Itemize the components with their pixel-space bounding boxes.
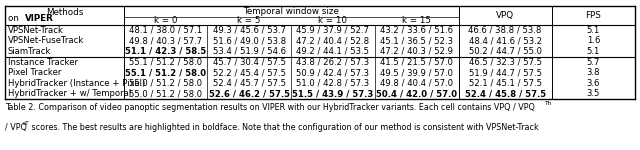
Text: Temporal window size: Temporal window size bbox=[243, 7, 339, 16]
Text: 45.1 / 36.5 / 52.3: 45.1 / 36.5 / 52.3 bbox=[380, 36, 453, 45]
Text: 51.5 / 43.9 / 57.3: 51.5 / 43.9 / 57.3 bbox=[292, 89, 374, 98]
Text: 45.7 / 30.4 / 57.5: 45.7 / 30.4 / 57.5 bbox=[212, 58, 285, 67]
Text: Instance Tracker: Instance Tracker bbox=[8, 58, 77, 67]
Text: sT: sT bbox=[23, 121, 29, 126]
Text: 51.1 / 42.3 / 58.5: 51.1 / 42.3 / 58.5 bbox=[125, 47, 206, 56]
Text: / VPQ: / VPQ bbox=[5, 123, 27, 132]
Text: 52.1 / 45.1 / 57.5: 52.1 / 45.1 / 57.5 bbox=[468, 79, 541, 88]
Text: 43.2 / 33.6 / 51.6: 43.2 / 33.6 / 51.6 bbox=[380, 26, 453, 35]
Text: 49.2 / 44.1 / 53.5: 49.2 / 44.1 / 53.5 bbox=[296, 47, 369, 56]
Text: 49.5 / 39.9 / 57.0: 49.5 / 39.9 / 57.0 bbox=[380, 68, 453, 77]
Text: 43.8 / 26.2 / 57.3: 43.8 / 26.2 / 57.3 bbox=[296, 58, 369, 67]
Text: 51.6 / 49.0 / 53.8: 51.6 / 49.0 / 53.8 bbox=[212, 36, 285, 45]
Text: 5.7: 5.7 bbox=[587, 58, 600, 67]
Text: Th: Th bbox=[543, 100, 551, 106]
Text: 51.0 / 42.8 / 57.3: 51.0 / 42.8 / 57.3 bbox=[296, 79, 369, 88]
Text: SiamTrack: SiamTrack bbox=[8, 47, 51, 56]
Text: 49.8 / 40.3 / 57.7: 49.8 / 40.3 / 57.7 bbox=[129, 36, 202, 45]
Text: 51.9 / 44.7 / 57.5: 51.9 / 44.7 / 57.5 bbox=[468, 68, 541, 77]
Text: 47.2 / 40.3 / 52.9: 47.2 / 40.3 / 52.9 bbox=[380, 47, 453, 56]
Text: 49.8 / 40.4 / 57.0: 49.8 / 40.4 / 57.0 bbox=[380, 79, 453, 88]
Text: 3.5: 3.5 bbox=[587, 89, 600, 98]
Text: 48.4 / 41.6 / 53.2: 48.4 / 41.6 / 53.2 bbox=[468, 36, 541, 45]
Text: 55.1 / 51.2 / 58.0: 55.1 / 51.2 / 58.0 bbox=[129, 58, 202, 67]
Text: Pixel Tracker: Pixel Tracker bbox=[8, 68, 61, 77]
Text: 50.2 / 44.7 / 55.0: 50.2 / 44.7 / 55.0 bbox=[468, 47, 541, 56]
Text: 46.6 / 38.8 / 53.8: 46.6 / 38.8 / 53.8 bbox=[468, 26, 542, 35]
Text: 55.1 / 51.2 / 58.0: 55.1 / 51.2 / 58.0 bbox=[125, 68, 206, 77]
Text: HybridTracker + w/ Temporal: HybridTracker + w/ Temporal bbox=[8, 89, 131, 98]
Text: 52.4 / 45.8 / 57.5: 52.4 / 45.8 / 57.5 bbox=[465, 89, 546, 98]
Text: 50.4 / 42.0 / 57.0: 50.4 / 42.0 / 57.0 bbox=[376, 89, 457, 98]
Text: Table 2. Comparison of video panoptic segmentation results on VIPER with our Hyb: Table 2. Comparison of video panoptic se… bbox=[5, 103, 535, 112]
Text: 46.5 / 32.3 / 57.5: 46.5 / 32.3 / 57.5 bbox=[468, 58, 541, 67]
Text: k = 15: k = 15 bbox=[402, 16, 431, 26]
Text: FPS: FPS bbox=[586, 11, 601, 20]
Text: scores. The best results are highlighted in boldface. Note that the configuratio: scores. The best results are highlighted… bbox=[29, 123, 539, 132]
Text: 3.8: 3.8 bbox=[587, 68, 600, 77]
Text: 52.6 / 46.2 / 57.5: 52.6 / 46.2 / 57.5 bbox=[209, 89, 290, 98]
Text: VPQ: VPQ bbox=[496, 11, 514, 20]
Text: 3.6: 3.6 bbox=[587, 79, 600, 88]
Text: HybridTracker (Instance + Pixel): HybridTracker (Instance + Pixel) bbox=[8, 79, 145, 88]
Text: k = 10: k = 10 bbox=[319, 16, 348, 26]
Text: 49.3 / 45.6 / 53.7: 49.3 / 45.6 / 53.7 bbox=[212, 26, 285, 35]
Text: k = 5: k = 5 bbox=[237, 16, 261, 26]
Text: 5.1: 5.1 bbox=[587, 47, 600, 56]
Text: VPSNet-FuseTrack: VPSNet-FuseTrack bbox=[8, 36, 84, 45]
Text: k = 0: k = 0 bbox=[154, 16, 177, 26]
Text: 55.0 / 51.2 / 58.0: 55.0 / 51.2 / 58.0 bbox=[129, 79, 202, 88]
Text: 1.6: 1.6 bbox=[587, 36, 600, 45]
Text: VIPER: VIPER bbox=[25, 14, 54, 23]
Text: 5.1: 5.1 bbox=[587, 26, 600, 35]
Text: 53.4 / 51.9 / 54.6: 53.4 / 51.9 / 54.6 bbox=[212, 47, 285, 56]
Text: 41.5 / 21.5 / 57.0: 41.5 / 21.5 / 57.0 bbox=[380, 58, 453, 67]
Text: 45.9 / 37.9 / 52.7: 45.9 / 37.9 / 52.7 bbox=[296, 26, 369, 35]
Text: 55.0 / 51.2 / 58.0: 55.0 / 51.2 / 58.0 bbox=[129, 89, 202, 98]
Text: 52.4 / 45.7 / 57.5: 52.4 / 45.7 / 57.5 bbox=[212, 79, 285, 88]
Text: 52.2 / 45.4 / 57.5: 52.2 / 45.4 / 57.5 bbox=[212, 68, 285, 77]
Text: Methods: Methods bbox=[45, 8, 83, 17]
Text: 48.1 / 38.0 / 57.1: 48.1 / 38.0 / 57.1 bbox=[129, 26, 202, 35]
Text: on: on bbox=[8, 14, 22, 23]
Text: 50.9 / 42.4 / 57.3: 50.9 / 42.4 / 57.3 bbox=[296, 68, 369, 77]
Text: 47.2 / 40.4 / 52.8: 47.2 / 40.4 / 52.8 bbox=[296, 36, 369, 45]
Text: VPSNet-Track: VPSNet-Track bbox=[8, 26, 63, 35]
